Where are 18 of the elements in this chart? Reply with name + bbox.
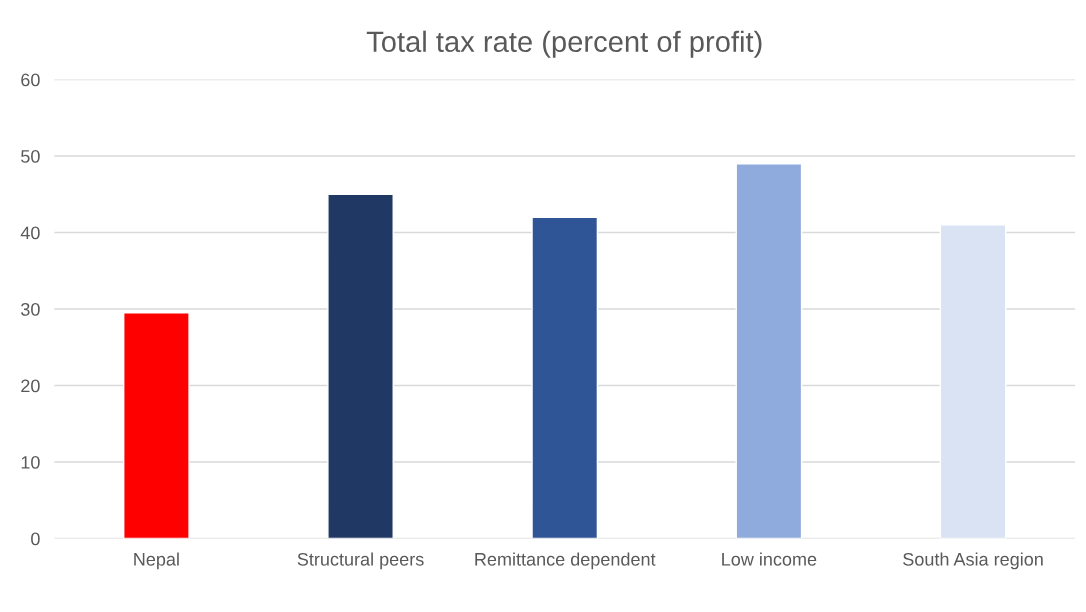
- bar: [735, 163, 803, 539]
- bar: [123, 312, 190, 539]
- x-tick-label: Structural peers: [297, 552, 424, 570]
- bar: [327, 193, 394, 539]
- y-tick-label: 20: [21, 379, 40, 393]
- y-tick-label: 30: [21, 302, 40, 316]
- y-tick-label: 60: [21, 73, 40, 87]
- y-tick-label: 0: [31, 532, 40, 546]
- x-tick-label: Remittance dependent: [475, 552, 656, 570]
- bar: [939, 224, 1007, 539]
- y-tick-label: 10: [21, 455, 40, 469]
- chart-title: Total tax rate (percent of profit): [366, 30, 762, 58]
- y-tick-label: 40: [20, 226, 40, 240]
- y-tick-label: 50: [21, 149, 40, 163]
- bar: [531, 216, 599, 539]
- x-tick-label: Low income: [722, 552, 817, 566]
- x-tick-label: South Asia region: [903, 552, 1043, 570]
- x-tick-label: Nepal: [134, 552, 179, 570]
